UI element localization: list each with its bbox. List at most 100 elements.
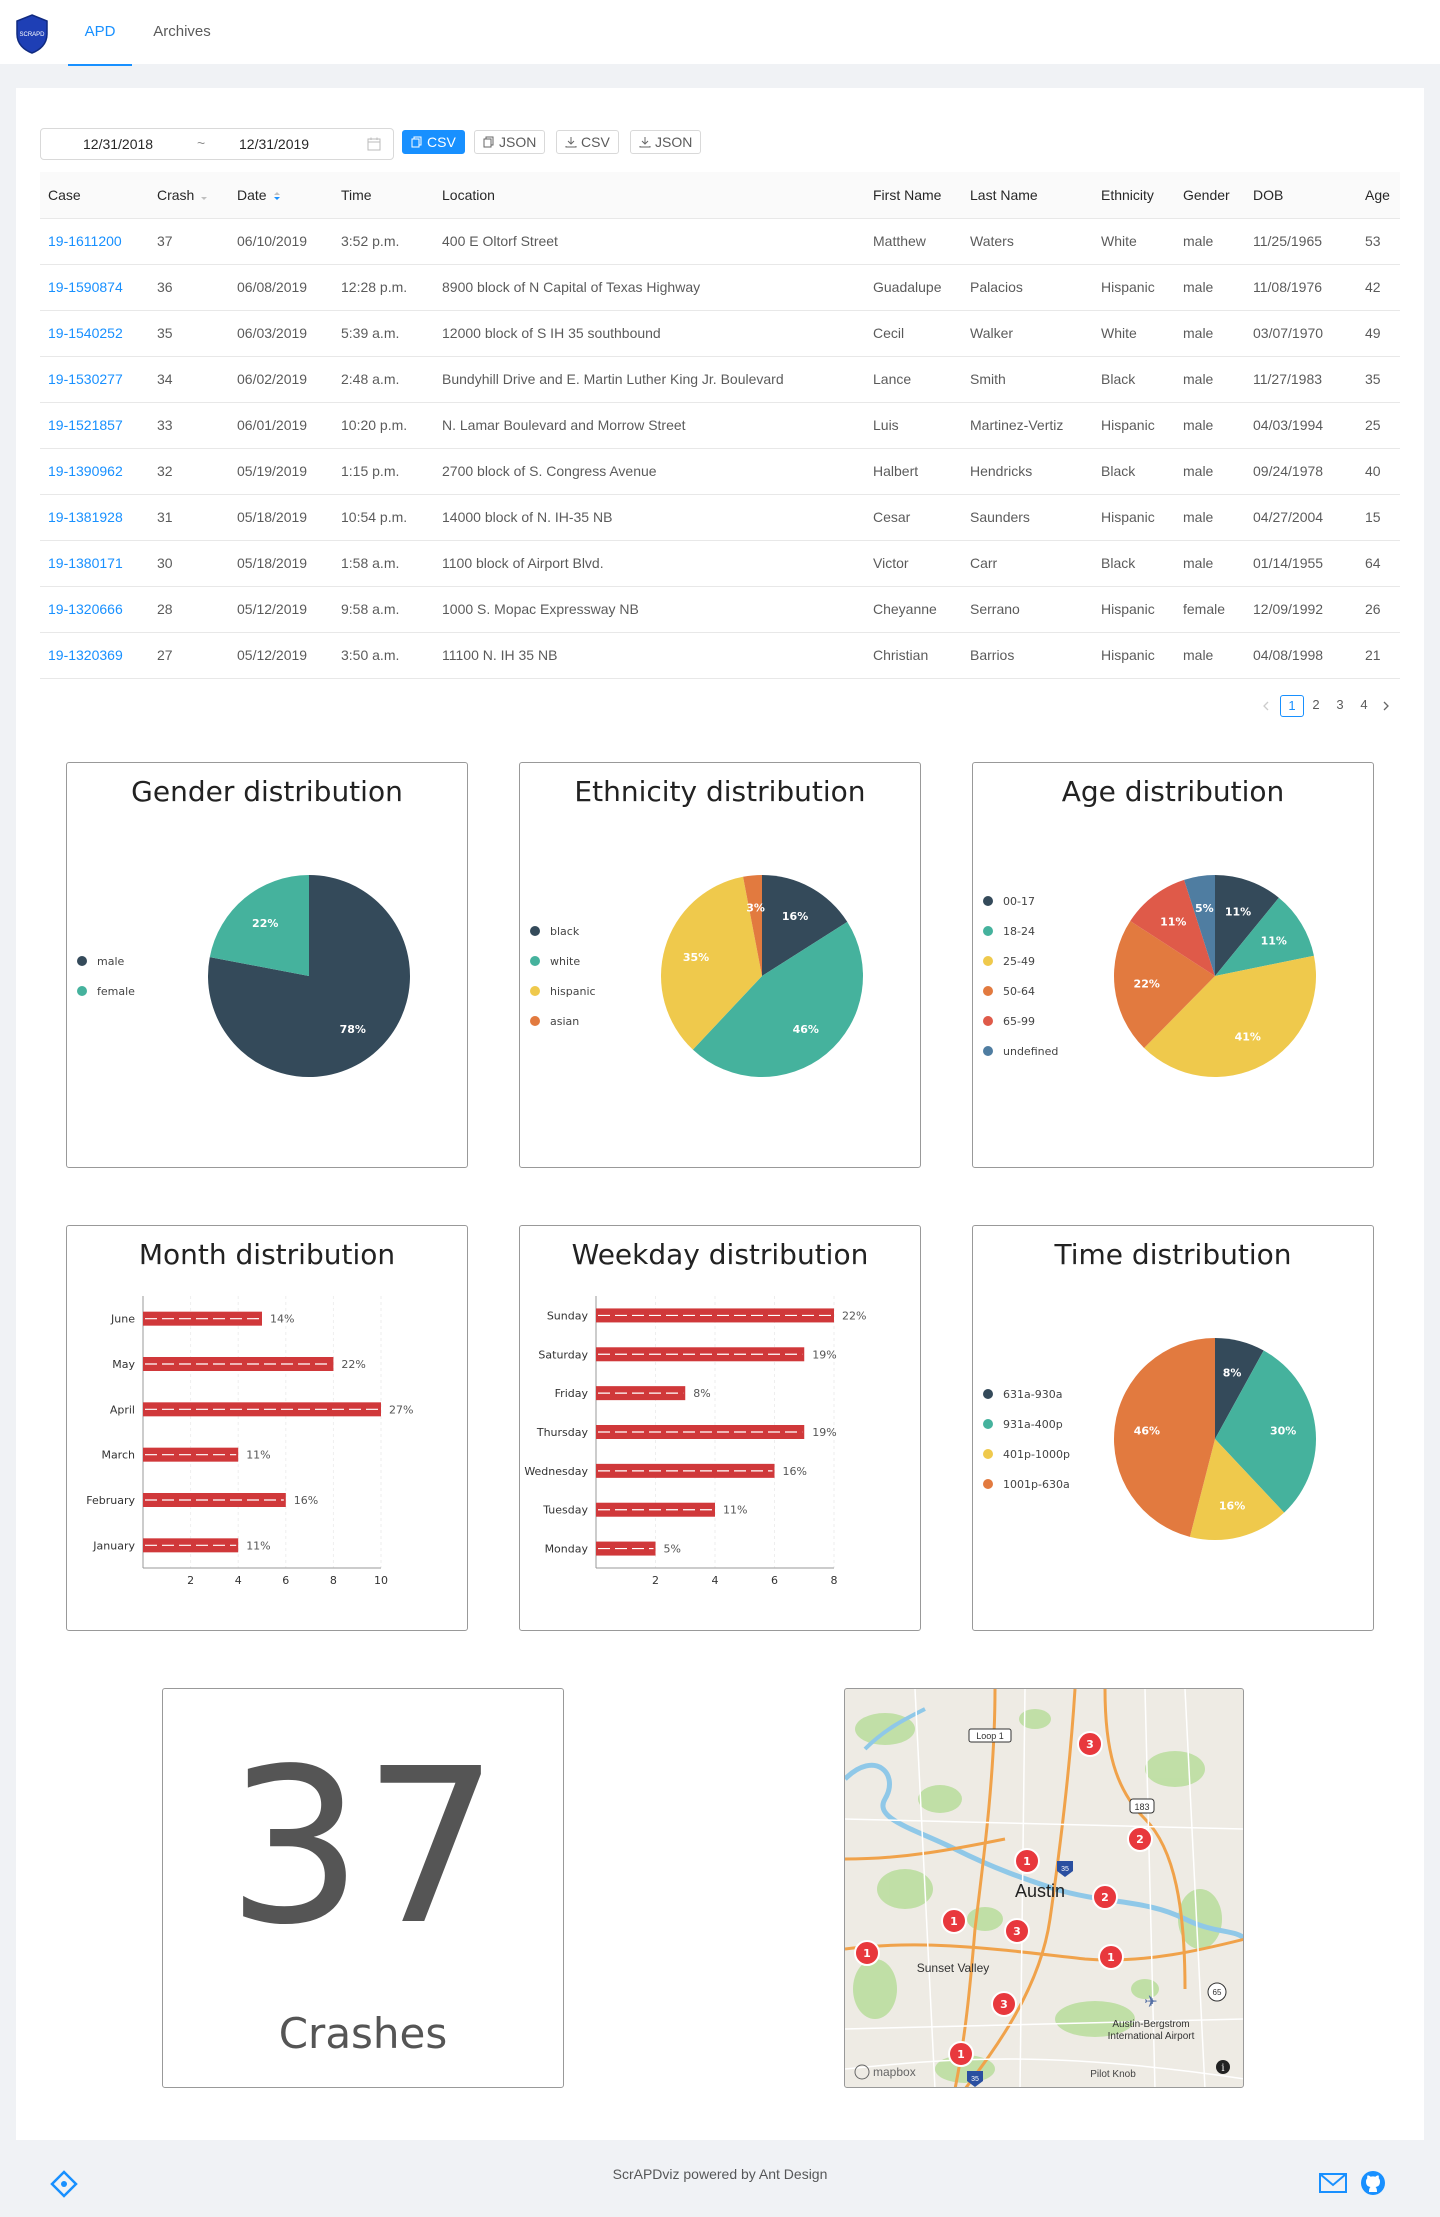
cell-time: 10:20 p.m. — [333, 402, 434, 449]
legend-item-undefined[interactable]: undefined — [1003, 1045, 1058, 1058]
end-date-input[interactable]: 12/31/2019 — [239, 136, 310, 152]
legend-item-18-24[interactable]: 18-24 — [1003, 925, 1035, 938]
pie-slice-18-24[interactable] — [1215, 897, 1314, 976]
legend-item-65-99[interactable]: 65-99 — [1003, 1015, 1035, 1028]
legend-item-631a-930a[interactable]: 631a-930a — [1003, 1388, 1062, 1401]
cell-first-name: Luis — [865, 402, 962, 449]
table-row[interactable]: 19-1380171 30 05/18/2019 1:58 a.m. 1100 bloc… — [40, 540, 1400, 587]
legend-item-1001p-630a[interactable]: 1001p-630a — [1003, 1478, 1070, 1491]
cell-ethnicity: White — [1093, 310, 1175, 357]
legend-item-male[interactable]: male — [97, 955, 125, 968]
info-icon[interactable] — [1216, 2060, 1230, 2074]
cell-case[interactable]: 19-1611200 — [40, 218, 149, 265]
page-1[interactable]: 1 — [1280, 695, 1304, 717]
cell-ethnicity: Hispanic — [1093, 586, 1175, 633]
cell-case[interactable]: 19-1530277 — [40, 356, 149, 403]
cell-case[interactable]: 19-1380171 — [40, 540, 149, 587]
crash-marker[interactable] — [1098, 1944, 1124, 1970]
table-row[interactable]: 19-1540252 35 06/03/2019 5:39 a.m. 12000 blo… — [40, 310, 1400, 357]
download-csv-button[interactable]: CSV — [556, 130, 619, 154]
page-3[interactable]: 3 — [1336, 697, 1344, 712]
crash-marker[interactable] — [1127, 1826, 1153, 1852]
map-canvas[interactable]: Loop 1 183 35 35 65 Austin Sunset Valley… — [845, 1689, 1244, 2088]
cell-case[interactable]: 19-1320666 — [40, 586, 149, 633]
badge-logo-icon[interactable]: SCRAPD — [14, 14, 50, 54]
col-date[interactable]: Date — [229, 172, 333, 219]
mail-icon[interactable] — [1318, 2172, 1348, 2194]
col-crash[interactable]: Crash — [149, 172, 229, 219]
tab-archives[interactable]: Archives — [153, 23, 211, 40]
bar-april[interactable] — [143, 1402, 381, 1417]
pie-slice-65-99[interactable] — [1130, 879, 1215, 976]
cell-dob: 11/27/1983 — [1245, 356, 1357, 403]
map-place-label: Austin-Bergstrom — [1112, 2019, 1189, 2030]
table-row[interactable]: 19-1381928 31 05/18/2019 10:54 p.m. 14000 bl… — [40, 494, 1400, 541]
legend-item-25-49[interactable]: 25-49 — [1003, 955, 1035, 968]
next-page-icon[interactable] — [1380, 698, 1392, 714]
legend-item-931a-400p[interactable]: 931a-400p — [1003, 1418, 1063, 1431]
pie-slice-white[interactable] — [692, 921, 863, 1077]
pie-slice-401p-1000p[interactable] — [1189, 1439, 1285, 1540]
pie-slice-asian[interactable] — [743, 875, 762, 976]
cell-case[interactable]: 19-1390962 — [40, 448, 149, 495]
crash-marker[interactable] — [991, 1991, 1017, 2017]
crash-marker[interactable] — [1004, 1918, 1030, 1944]
pie-slice-631a-930a[interactable] — [1215, 1338, 1264, 1439]
pie-slice-50-64[interactable] — [1114, 921, 1215, 1048]
cell-location: 11100 N. IH 35 NB — [434, 632, 865, 679]
table-row[interactable]: 19-1390962 32 05/19/2019 1:15 p.m. 2700 bloc… — [40, 448, 1400, 495]
legend-item-00-17[interactable]: 00-17 — [1003, 895, 1035, 908]
crash-marker[interactable] — [1077, 1731, 1103, 1757]
legend-item-asian[interactable]: asian — [550, 1015, 579, 1028]
legend-item-50-64[interactable]: 50-64 — [1003, 985, 1035, 998]
table-row[interactable]: 19-1521857 33 06/01/2019 10:20 p.m. N. Lamar… — [40, 402, 1400, 449]
pie-slice-male[interactable] — [207, 875, 410, 1077]
legend-item-black[interactable]: black — [550, 925, 580, 938]
crash-marker[interactable] — [941, 1908, 967, 1934]
cell-case[interactable]: 19-1540252 — [40, 310, 149, 357]
svg-text:183: 183 — [1134, 1802, 1149, 1812]
legend-item-hispanic[interactable]: hispanic — [550, 985, 596, 998]
pie-slice-00-17[interactable] — [1215, 875, 1279, 976]
bar-sunday[interactable] — [596, 1308, 834, 1323]
sort-caret-icon[interactable] — [200, 190, 208, 202]
start-date-input[interactable]: 12/31/2018 — [83, 136, 154, 152]
cell-case[interactable]: 19-1521857 — [40, 402, 149, 449]
table-row[interactable]: 19-1590874 36 06/08/2019 12:28 p.m. 8900 blo… — [40, 264, 1400, 311]
table-row[interactable]: 19-1320369 27 05/12/2019 3:50 a.m. 11100 N. … — [40, 632, 1400, 679]
cell-case[interactable]: 19-1320369 — [40, 632, 149, 679]
crash-marker[interactable] — [854, 1940, 880, 1966]
pie-slice-undefined[interactable] — [1184, 875, 1215, 976]
legend-item-401p-1000p[interactable]: 401p-1000p — [1003, 1448, 1070, 1461]
copy-json-button[interactable]: JSON — [474, 130, 546, 154]
pie-slice-hispanic[interactable] — [661, 876, 762, 1050]
date-range-picker[interactable]: 12/31/2018 ~ 12/31/2019 — [40, 128, 394, 160]
pie-slice-931a-400p[interactable] — [1215, 1350, 1316, 1513]
crash-marker[interactable] — [1092, 1884, 1118, 1910]
ant-design-logo-icon[interactable] — [50, 2170, 78, 2198]
crash-marker[interactable] — [948, 2041, 974, 2067]
pie-slice-female[interactable] — [209, 875, 309, 976]
table-row[interactable]: 19-1611200 37 06/10/2019 3:52 p.m. 400 E Olt… — [40, 218, 1400, 265]
pie-slice-25-49[interactable] — [1144, 955, 1316, 1077]
prev-page-icon[interactable] — [1260, 698, 1272, 714]
table-row[interactable]: 19-1320666 28 05/12/2019 9:58 a.m. 1000 S. M… — [40, 586, 1400, 633]
pie-slice-1001p-630a[interactable] — [1114, 1338, 1215, 1537]
page-2[interactable]: 2 — [1312, 697, 1320, 712]
crash-markers[interactable]: 3 2 1 2 1 3 1 1 3 1 — [854, 1731, 1153, 2067]
cell-case[interactable]: 19-1590874 — [40, 264, 149, 311]
sort-caret-icon[interactable] — [273, 190, 281, 202]
pie-slice-black[interactable] — [762, 875, 848, 976]
crash-marker[interactable] — [1014, 1848, 1040, 1874]
cell-case[interactable]: 19-1381928 — [40, 494, 149, 541]
legend-item-white[interactable]: white — [550, 955, 580, 968]
page-4[interactable]: 4 — [1360, 697, 1368, 712]
tab-apd[interactable]: APD — [68, 0, 132, 66]
legend-item-female[interactable]: female — [97, 985, 135, 998]
github-icon[interactable] — [1360, 2170, 1386, 2196]
table-row[interactable]: 19-1530277 34 06/02/2019 2:48 a.m. Bundyhill… — [40, 356, 1400, 403]
download-json-button[interactable]: JSON — [630, 130, 702, 154]
crash-map[interactable]: Loop 1 183 35 35 65 Austin Sunset Valley… — [844, 1688, 1244, 2088]
cell-dob: 09/24/1978 — [1245, 448, 1357, 495]
copy-csv-button[interactable]: CSV — [402, 130, 465, 154]
